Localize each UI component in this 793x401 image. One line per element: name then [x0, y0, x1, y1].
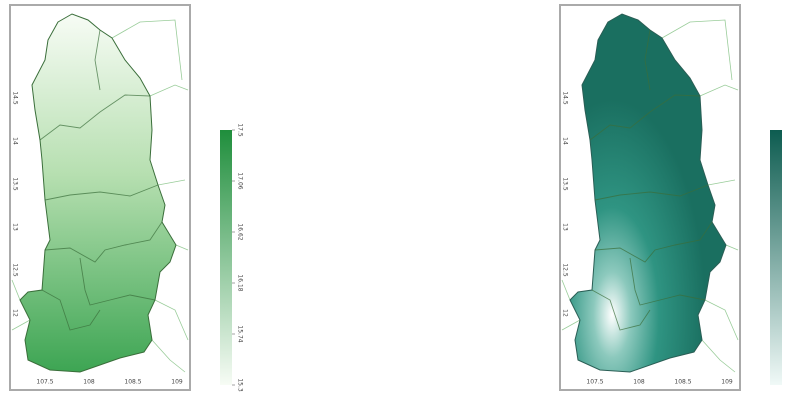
- colorbar-tick-label: 17.5: [237, 123, 244, 137]
- map-panel: [559, 4, 782, 391]
- colorbar-tick-label: 17.06: [237, 172, 244, 189]
- y-axis-label: 12: [562, 309, 569, 317]
- map-frame: [9, 4, 191, 391]
- x-axis-label: 108: [83, 379, 95, 386]
- region-fill: [569, 13, 727, 373]
- y-axis-label: 12.5: [562, 263, 569, 277]
- y-axis-label: 13: [12, 223, 19, 231]
- x-axis-label: 108: [633, 379, 645, 386]
- x-axis-label: 109: [721, 379, 733, 386]
- colorbar-tick-label: 16.62: [237, 223, 244, 240]
- y-axis-label: 12.5: [12, 263, 19, 277]
- y-axis-label: 13.5: [562, 177, 569, 191]
- x-axis-label: 107.5: [586, 379, 603, 386]
- x-axis-label: 108.5: [674, 379, 691, 386]
- map-panel: [9, 4, 232, 391]
- y-axis-label: 14: [12, 137, 19, 145]
- y-axis-label: 13.5: [12, 177, 19, 191]
- x-axis-label: 109: [171, 379, 183, 386]
- region-fill: [19, 13, 177, 373]
- colorbar-tick-label: 15.74: [237, 325, 244, 342]
- colorbar: [220, 130, 232, 385]
- x-axis-label: 108.5: [124, 379, 141, 386]
- x-axis-label: 107.5: [36, 379, 53, 386]
- y-axis-label: 14.5: [562, 91, 569, 105]
- y-axis-label: 12: [12, 309, 19, 317]
- map-frame: [559, 4, 741, 391]
- colorbar-tick-label: 16.18: [237, 274, 244, 291]
- y-axis-label: 14.5: [12, 91, 19, 105]
- colorbar: [770, 130, 782, 385]
- colorbar-tick-label: 15.3: [237, 378, 244, 392]
- y-axis-label: 14: [562, 137, 569, 145]
- y-axis-label: 13: [562, 223, 569, 231]
